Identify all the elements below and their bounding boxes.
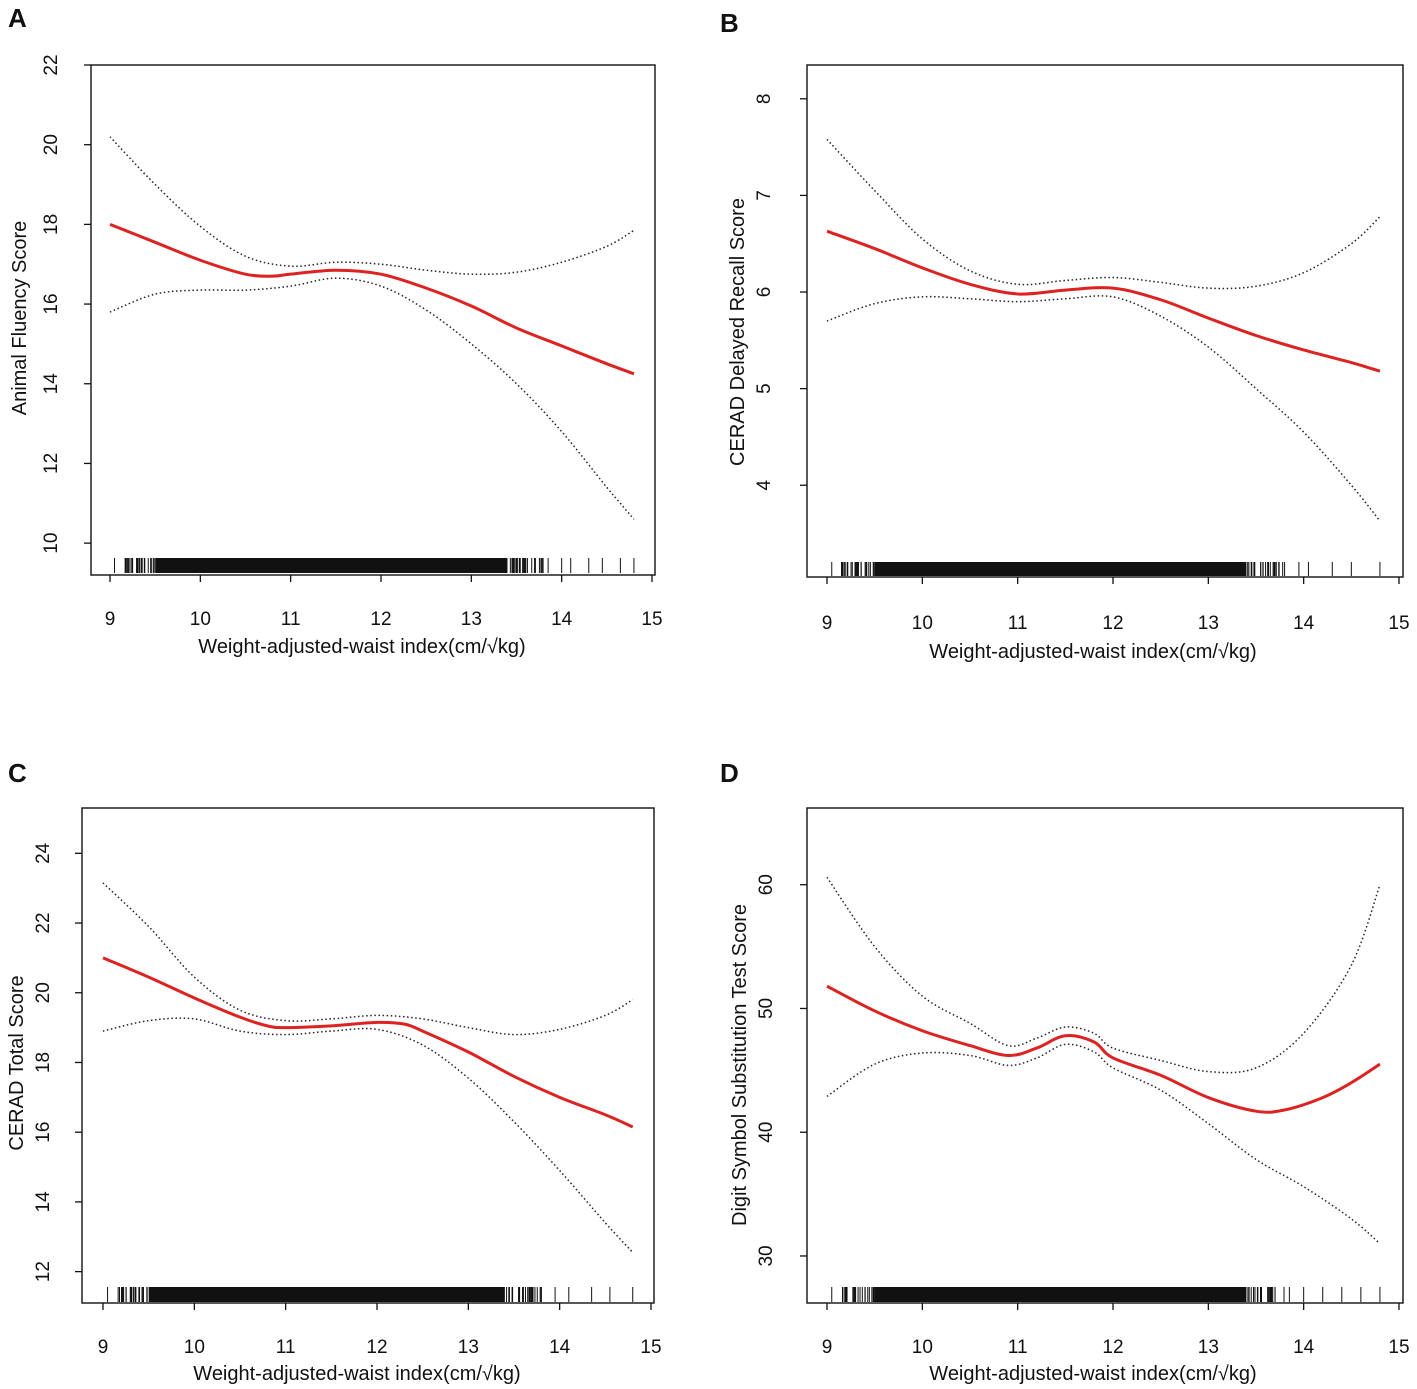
y-axis-label: CERAD Total Score: [6, 975, 28, 1150]
panel-letter: D: [720, 758, 739, 788]
y-tick-label: 18: [33, 1052, 54, 1073]
y-tick-label: 8: [754, 94, 775, 105]
x-tick-label: 15: [1388, 1337, 1409, 1358]
x-tick-label: 11: [281, 609, 301, 630]
x-tick-label: 15: [641, 609, 662, 630]
y-tick-label: 12: [41, 453, 62, 474]
upper-ci-line: [826, 138, 1381, 290]
x-tick-label: 12: [1102, 1337, 1123, 1358]
x-axis-label: Weight-adjusted-waist index(cm/√kg): [193, 1363, 520, 1385]
y-tick-label: 22: [41, 54, 62, 75]
estimate-line: [102, 956, 634, 1129]
panel-letter: C: [8, 758, 27, 788]
y-tick-label: 40: [756, 1122, 777, 1143]
estimate-line: [826, 984, 1381, 1114]
x-tick-label: 13: [1198, 613, 1219, 634]
y-tick-label: 6: [754, 287, 775, 298]
x-tick-label: 15: [640, 1337, 661, 1358]
x-tick-label: 11: [1008, 613, 1028, 634]
panel-a: A 9 10 11 12 13 14 15 10 12 14 16 18 20 22 Weight-adj…: [8, 3, 663, 658]
panel-b: B 9 10 11 12 13 14 15 4 5 6 7 8 Weight-adjusted-wai…: [720, 8, 1410, 663]
panel-d: D 9 10 11 12 13 14 15 30 40 50 60 Weight-adjusted-…: [720, 758, 1410, 1385]
rug-plot: [831, 562, 1381, 576]
x-tick-label: 14: [1293, 1337, 1315, 1358]
x-tick-label: 10: [912, 1337, 933, 1358]
y-tick-label: 7: [754, 190, 775, 201]
x-tick-label: 14: [549, 1337, 571, 1358]
y-tick-label: 5: [754, 383, 775, 394]
x-tick-label: 9: [822, 1337, 833, 1358]
x-tick-label: 10: [190, 609, 211, 630]
plot-frame: [81, 807, 655, 1304]
y-tick-label: 16: [33, 1122, 54, 1143]
y-tick-label: 10: [41, 533, 62, 554]
x-tick-label: 14: [1293, 613, 1315, 634]
y-tick-label: 24: [33, 842, 54, 864]
x-tick-label: 9: [98, 1337, 109, 1358]
x-tick-label: 12: [370, 609, 391, 630]
x-tick-label: 12: [1102, 613, 1123, 634]
upper-ci-line: [102, 882, 634, 1036]
y-tick-label: 18: [41, 214, 62, 235]
x-axis-label: Weight-adjusted-waist index(cm/√kg): [929, 641, 1256, 663]
lower-ci-line: [102, 1017, 634, 1253]
y-axis-label: Digit Symbol Substitution Test Score: [729, 904, 751, 1226]
panel-letter: B: [720, 8, 739, 38]
x-tick-label: 14: [551, 609, 573, 630]
y-tick-label: 60: [756, 874, 777, 895]
x-axis-label: Weight-adjusted-waist index(cm/√kg): [929, 1363, 1256, 1385]
x-axis-label: Weight-adjusted-waist index(cm/√kg): [198, 636, 525, 658]
rug-dense-band: [155, 558, 508, 573]
plot-frame: [806, 64, 1404, 578]
y-axis-label: CERAD Delayed Recall Score: [727, 198, 749, 466]
plot-frame: [806, 807, 1404, 1304]
rug-dense-band: [148, 1287, 505, 1302]
panel-letter: A: [8, 3, 27, 33]
x-tick-label: 13: [1198, 1337, 1219, 1358]
y-tick-label: 30: [756, 1245, 777, 1266]
rug-plot: [114, 558, 635, 573]
x-tick-label: 13: [461, 609, 482, 630]
upper-ci-line: [109, 136, 635, 276]
lower-ci-line: [826, 1043, 1381, 1245]
lower-ci-line: [826, 295, 1381, 522]
x-tick-label: 11: [276, 1337, 296, 1358]
rug-dense-band: [874, 1287, 1247, 1302]
estimate-line: [826, 229, 1381, 373]
rug-plot: [107, 1287, 634, 1302]
rug-dense-band: [874, 562, 1247, 576]
y-tick-label: 20: [33, 982, 54, 1003]
y-tick-label: 12: [33, 1261, 54, 1282]
x-tick-label: 9: [105, 609, 116, 630]
rug-plot: [831, 1287, 1381, 1302]
y-tick-label: 20: [41, 134, 62, 155]
lower-ci-line: [109, 277, 635, 520]
x-tick-label: 9: [822, 613, 833, 634]
x-tick-label: 11: [1008, 1337, 1028, 1358]
y-tick-label: 14: [33, 1191, 54, 1213]
y-tick-label: 22: [33, 912, 54, 933]
upper-ci-line: [826, 876, 1381, 1074]
plot-frame: [90, 64, 656, 576]
y-axis-label: Animal Fluency Score: [9, 221, 31, 416]
x-tick-label: 13: [458, 1337, 479, 1358]
y-tick-label: 50: [756, 998, 777, 1019]
panel-c: C 9 10 11 12 13 14 15 12 14 16 18 20 22 24 Weight-adj…: [6, 758, 662, 1385]
y-tick-label: 4: [754, 480, 775, 491]
x-tick-label: 10: [912, 613, 933, 634]
y-tick-label: 14: [41, 373, 62, 395]
x-tick-label: 12: [366, 1337, 387, 1358]
x-tick-label: 10: [184, 1337, 205, 1358]
y-tick-label: 16: [41, 293, 62, 314]
estimate-line: [109, 222, 635, 376]
x-tick-label: 15: [1388, 613, 1409, 634]
